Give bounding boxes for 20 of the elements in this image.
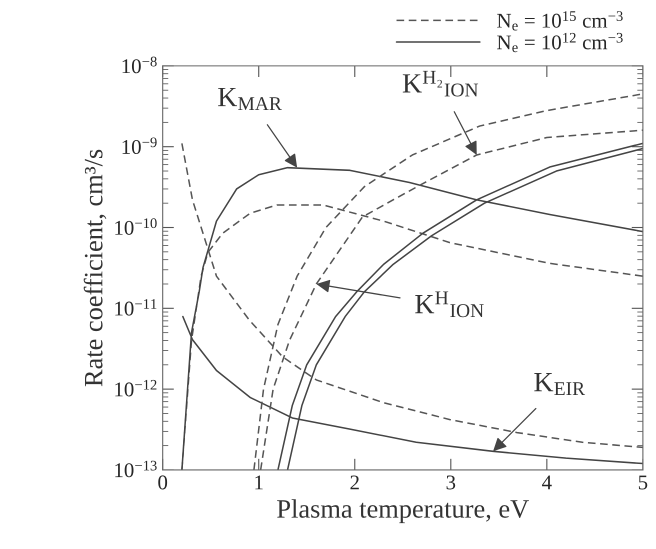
x-tick-label: 3 xyxy=(446,475,456,490)
y-tick-label: 10$^{−9}$ xyxy=(122,137,157,154)
x-tick-label: 2 xyxy=(350,475,359,490)
y-tick-label: 10$^{−10}$ xyxy=(115,218,157,235)
x-axis-title: Plasma temperature, eV xyxy=(277,499,529,524)
annotation: K$_{EIR}$ xyxy=(534,373,586,396)
y-tick-label: 10$^{−12}$ xyxy=(115,380,156,396)
annotation: K$_{MAR}$ xyxy=(218,88,282,110)
y-tick-label: 10$^{−11}$ xyxy=(115,299,156,316)
legend-label: N$_{e}$ = 10$^{12}$ cm$^{−3}$ xyxy=(497,32,623,52)
x-tick-label: 0 xyxy=(158,475,168,490)
x-tick-label: 5 xyxy=(638,476,648,490)
y-axis-title: Rate coefficient, cm³/s xyxy=(84,150,106,386)
legend-label: N$_{e}$ = 10$^{15}$ cm$^{−3}$ xyxy=(497,11,623,31)
x-tick-label: 1 xyxy=(255,476,263,490)
y-tick-label: 10$^{−13}$ xyxy=(115,460,157,478)
annotation: K$^{H}$$_{ION}$ xyxy=(415,292,484,318)
x-tick-label: 4 xyxy=(542,476,552,490)
annotation: K$^{H₂}$$_{ION}$ xyxy=(402,70,478,97)
y-tick-label: 10$^{−8}$ xyxy=(122,56,157,74)
